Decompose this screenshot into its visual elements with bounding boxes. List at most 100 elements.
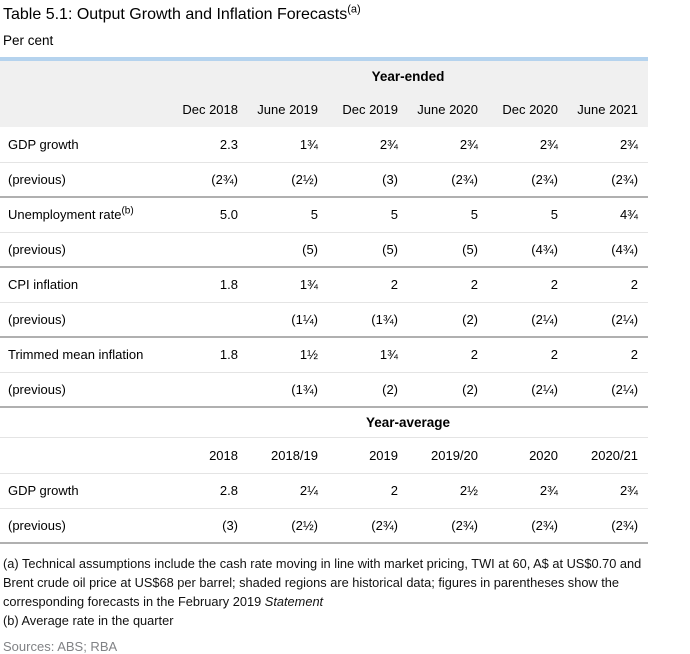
- data-cell: [168, 232, 248, 268]
- data-cell: 2: [568, 267, 649, 303]
- data-cell: 5: [328, 197, 408, 233]
- column-header: June 2019: [248, 91, 328, 127]
- page-title: Table 5.1: Output Growth and Inflation F…: [0, 4, 690, 26]
- data-cell: 5: [248, 197, 328, 233]
- accent-bar: [0, 57, 648, 61]
- data-cell: (5): [408, 232, 488, 268]
- data-cell: 2: [328, 473, 408, 509]
- section-header-row: Year-ended: [0, 61, 649, 91]
- section-header-row: Year-average: [0, 407, 649, 438]
- row-label: Trimmed mean inflation: [0, 337, 168, 373]
- data-cell: 5: [488, 197, 568, 233]
- footnote-a-line2: Brent crude oil price at US$68 per barre…: [3, 575, 620, 590]
- table-row: (previous) (1¼) (1¾) (2) (2¼) (2¼): [0, 302, 649, 338]
- column-header: 2019/20: [408, 437, 488, 474]
- data-cell: (2¼): [568, 302, 649, 338]
- table-row: (previous) (1¾) (2) (2) (2¼) (2¼): [0, 372, 649, 408]
- sources-line: Sources: ABS; RBA: [3, 639, 118, 654]
- data-cell: 2½: [408, 473, 488, 509]
- data-cell: 1¾: [248, 127, 328, 163]
- column-header: June 2021: [568, 91, 649, 127]
- data-cell: (2½): [248, 162, 328, 198]
- data-cell: (2¾): [328, 508, 408, 544]
- data-cell: [168, 302, 248, 338]
- data-cell: (1¾): [328, 302, 408, 338]
- footnote-a-line1: (a) Technical assumptions include the ca…: [3, 556, 642, 571]
- data-cell: 2: [408, 267, 488, 303]
- row-label-footnote-marker: (b): [121, 205, 134, 217]
- data-cell: (2¾): [408, 162, 488, 198]
- data-cell: 2.3: [168, 127, 248, 163]
- year-average-header: Year-average: [168, 407, 649, 438]
- column-header: June 2020: [408, 91, 488, 127]
- columns-row: Dec 2018 June 2019 Dec 2019 June 2020 Dec 20…: [0, 91, 649, 127]
- data-cell: 2¾: [328, 127, 408, 163]
- column-header: 2018/19: [248, 437, 328, 474]
- row-label: (previous): [0, 162, 168, 198]
- footnotes: (a) Technical assumptions include the ca…: [0, 554, 648, 630]
- footnote-a-italic: Statement: [264, 594, 324, 609]
- data-cell: (3): [328, 162, 408, 198]
- table-section-1: Year-average 2018 2018/19 2019 2019/20 2020 20…: [0, 407, 649, 544]
- data-cell: 2¾: [568, 473, 649, 509]
- table-row: GDP growth 2.8 2¼ 2 2½ 2¾ 2¾: [0, 473, 649, 509]
- row-label: Unemployment rate(b): [0, 197, 168, 233]
- table-row: (previous) (5) (5) (5) (4¾) (4¾): [0, 232, 649, 268]
- data-cell: 2: [328, 267, 408, 303]
- table-section-0: Year-ended Dec 2018 June 2019 Dec 2019 June …: [0, 61, 649, 408]
- data-cell: 1¾: [328, 337, 408, 373]
- table-row: GDP growth 2.3 1¾ 2¾ 2¾ 2¾ 2¾: [0, 127, 649, 163]
- data-cell: 2: [408, 337, 488, 373]
- title-footnote-marker: (a): [347, 3, 361, 16]
- column-header: Dec 2018: [168, 91, 248, 127]
- page-subtitle: Per cent: [3, 33, 54, 48]
- footnote-b: (b) Average rate in the quarter: [3, 613, 174, 628]
- row-label: (previous): [0, 232, 168, 268]
- data-cell: 2: [568, 337, 649, 373]
- data-cell: (1¼): [248, 302, 328, 338]
- data-cell: 1½: [248, 337, 328, 373]
- data-cell: (2¼): [488, 372, 568, 408]
- row-label: GDP growth: [0, 473, 168, 509]
- footnote-a-line3-text: corresponding forecasts in the February …: [3, 594, 265, 609]
- columns-spacer-cell: [0, 91, 168, 127]
- data-cell: (2¾): [488, 162, 568, 198]
- header-spacer-cell: [0, 407, 168, 438]
- data-cell: 2¾: [408, 127, 488, 163]
- data-cell: (4¾): [568, 232, 649, 268]
- data-cell: 5.0: [168, 197, 248, 233]
- data-cell: (5): [248, 232, 328, 268]
- data-cell: (2¾): [408, 508, 488, 544]
- data-cell: 5: [408, 197, 488, 233]
- data-cell: 2¾: [488, 127, 568, 163]
- data-cell: (2¼): [568, 372, 649, 408]
- data-cell: (2): [408, 372, 488, 408]
- row-label: GDP growth: [0, 127, 168, 163]
- table-row: CPI inflation 1.8 1¾ 2 2 2 2: [0, 267, 649, 303]
- column-header: 2020/21: [568, 437, 649, 474]
- data-cell: (5): [328, 232, 408, 268]
- data-cell: 1¾: [248, 267, 328, 303]
- data-cell: 4¾: [568, 197, 649, 233]
- row-label: (previous): [0, 508, 168, 544]
- data-cell: 2: [488, 267, 568, 303]
- data-cell: (1¾): [248, 372, 328, 408]
- column-header: Dec 2019: [328, 91, 408, 127]
- data-cell: 1.8: [168, 337, 248, 373]
- table-row: (previous) (2¾) (2½) (3) (2¾) (2¾) (2¾): [0, 162, 649, 198]
- column-header: 2018: [168, 437, 248, 474]
- page-title-text: Table 5.1: Output Growth and Inflation F…: [3, 6, 348, 23]
- data-cell: (2¾): [568, 508, 649, 544]
- table-row: Trimmed mean inflation 1.8 1½ 1¾ 2 2 2: [0, 337, 649, 373]
- footnote-a-line3: corresponding forecasts in the February …: [3, 592, 648, 611]
- data-cell: (4¾): [488, 232, 568, 268]
- year-ended-header: Year-ended: [168, 61, 649, 91]
- data-cell: (2½): [248, 508, 328, 544]
- row-label: (previous): [0, 372, 168, 408]
- data-cell: 2¼: [248, 473, 328, 509]
- data-cell: (2): [328, 372, 408, 408]
- row-label: (previous): [0, 302, 168, 338]
- data-cell: [168, 372, 248, 408]
- row-label: CPI inflation: [0, 267, 168, 303]
